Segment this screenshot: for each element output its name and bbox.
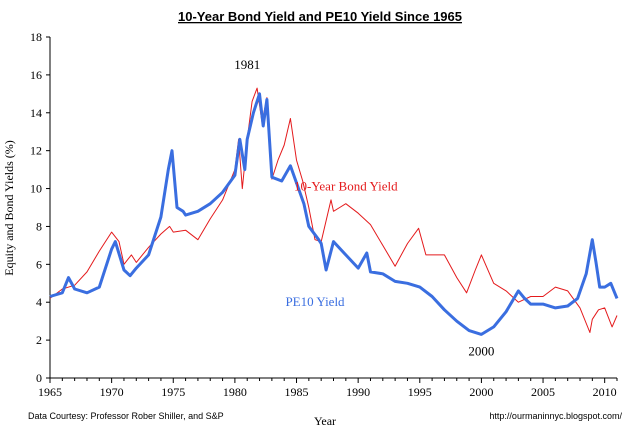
plot-area: 0 2 4 6 8 10 12 14 16 18 1965 1970 1975 1980 1985 1990 1… [30, 30, 619, 399]
x-tick-label: 1980 [223, 385, 247, 399]
x-tick-label: 2000 [469, 385, 493, 399]
series-line-10-year-bond-yield [49, 87, 618, 333]
y-tick-label: 0 [36, 371, 42, 385]
annotation-pe10-yield: PE10 Yield [285, 294, 345, 309]
series-line-pe10-yield [49, 92, 619, 336]
x-tick-label: 1975 [161, 385, 185, 399]
annotation-2000: 2000 [468, 343, 494, 358]
annotation-1981: 1981 [234, 57, 260, 72]
y-tick-label: 12 [30, 144, 42, 158]
x-axis-label: Year [314, 414, 336, 428]
y-tick-label: 16 [30, 68, 42, 82]
x-tick-label: 1995 [408, 385, 432, 399]
x-tick-label: 2005 [531, 385, 555, 399]
x-tick-label: 1990 [346, 385, 370, 399]
chart-title: 10-Year Bond Yield and PE10 Yield Since … [178, 9, 462, 24]
annotation-10-year-bond-yield: 10-Year Bond Yield [294, 178, 398, 193]
y-tick-label: 2 [36, 333, 42, 347]
y-axis-label: Equity and Bond Yields (%) [2, 140, 16, 276]
x-tick-label: 1985 [285, 385, 309, 399]
y-tick-label: 6 [36, 257, 42, 271]
y-tick-label: 4 [36, 295, 42, 309]
x-tick-label: 1970 [100, 385, 124, 399]
x-tick-label: 1965 [38, 385, 62, 399]
y-tick-label: 10 [30, 182, 42, 196]
x-tick-label: 2010 [593, 385, 617, 399]
y-tick-label: 18 [30, 30, 42, 44]
credit-right: http://ourmaninnyc.blogspot.com/ [489, 411, 622, 421]
y-tick-label: 8 [36, 219, 42, 233]
y-tick-label: 14 [30, 106, 42, 120]
credit-left: Data Courtesy: Professor Rober Shiller, … [28, 411, 224, 421]
